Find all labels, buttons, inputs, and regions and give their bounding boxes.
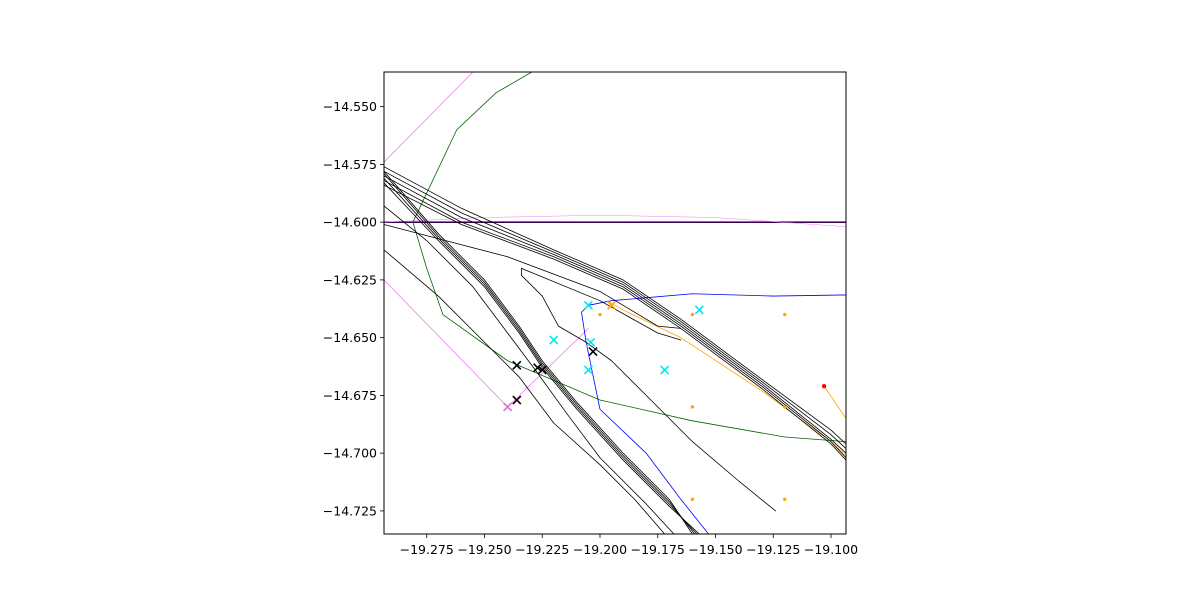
series-line-17 xyxy=(384,224,682,329)
plot-area-background xyxy=(384,72,846,534)
dot-marker-19 xyxy=(690,497,695,502)
dot-marker-20 xyxy=(783,497,787,502)
series-line-19 xyxy=(384,173,696,534)
y-tick-label: −14.650 xyxy=(323,330,377,345)
marker-layer xyxy=(503,300,827,502)
x-marker-2 xyxy=(549,335,559,345)
x-marker-7 xyxy=(512,360,522,370)
x-marker-11 xyxy=(588,346,598,357)
x-marker-1 xyxy=(583,300,594,310)
series-line-25 xyxy=(521,267,682,341)
x-tick-label: −19.200 xyxy=(573,542,627,557)
series-line-18 xyxy=(384,170,693,534)
x-marker-12 xyxy=(503,402,513,412)
x-marker-8 xyxy=(512,395,522,405)
series-line-15 xyxy=(384,180,846,459)
series-line-11 xyxy=(823,385,846,419)
x-marker-9 xyxy=(533,363,543,373)
series-line-23 xyxy=(384,249,666,534)
x-axis: −19.275 −19.250 −19.225 −19.200 −19.175 −19.1… xyxy=(400,534,858,557)
series-line-9 xyxy=(581,311,709,534)
x-marker-6 xyxy=(660,365,670,375)
x-marker-10 xyxy=(537,365,547,375)
x-tick-label: −19.275 xyxy=(400,542,454,557)
y-tick-label: −14.625 xyxy=(323,272,377,287)
y-tick-label: −14.725 xyxy=(323,503,377,518)
dot-marker-21 xyxy=(821,383,827,389)
y-axis: −14.550 −14.575 −14.600 −14.625 −14.650 −14.6… xyxy=(323,99,384,518)
series-line-24 xyxy=(521,267,776,512)
x-marker-4 xyxy=(583,365,594,375)
x-tick-label: −19.175 xyxy=(631,542,685,557)
series-line-20 xyxy=(384,177,698,534)
x-tick-label: −19.125 xyxy=(746,542,800,557)
x-marker-13 xyxy=(606,300,617,310)
series-line-4 xyxy=(384,72,474,163)
series-line-13 xyxy=(384,170,846,449)
series-layer xyxy=(384,72,846,534)
series-line-21 xyxy=(384,182,700,534)
series-line-16 xyxy=(384,184,846,461)
x-tick-label: −19.100 xyxy=(804,542,858,557)
dot-marker-17 xyxy=(690,405,695,409)
series-line-12 xyxy=(384,166,846,445)
dot-marker-16 xyxy=(783,312,787,317)
y-tick-label: −14.675 xyxy=(323,388,377,403)
series-line-14 xyxy=(384,175,846,454)
y-tick-label: −14.700 xyxy=(323,446,377,461)
x-tick-label: −19.250 xyxy=(457,542,511,557)
y-tick-label: −14.550 xyxy=(323,99,377,114)
x-marker-5 xyxy=(694,305,704,315)
y-tick-label: −14.600 xyxy=(323,215,377,230)
x-tick-label: −19.150 xyxy=(688,542,742,557)
dot-marker-15 xyxy=(690,312,695,317)
x-marker-3 xyxy=(586,337,596,347)
dot-marker-14 xyxy=(598,312,602,317)
y-tick-label: −14.575 xyxy=(323,157,377,172)
x-tick-label: −19.225 xyxy=(515,542,569,557)
plot-frame xyxy=(383,71,847,535)
series-line-7 xyxy=(412,221,846,443)
dot-marker-18 xyxy=(783,405,787,409)
series-line-6 xyxy=(412,72,533,223)
